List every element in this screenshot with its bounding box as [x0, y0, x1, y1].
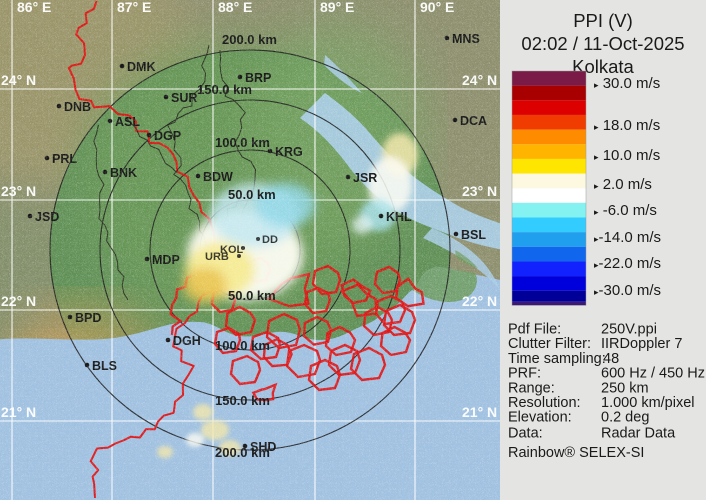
svg-text:02:02 / 11-Oct-2025: 02:02 / 11-Oct-2025 — [521, 33, 684, 54]
svg-text:600 Hz / 450 Hz: 600 Hz / 450 Hz — [601, 366, 705, 382]
svg-text:Data:: Data: — [508, 426, 543, 442]
svg-text:▸ 30.0 m/s: ▸ 30.0 m/s — [594, 75, 660, 92]
svg-text:48: 48 — [603, 351, 619, 367]
svg-text:Pdf File:: Pdf File: — [508, 322, 561, 338]
svg-text:IIRDoppler 7: IIRDoppler 7 — [601, 336, 682, 352]
svg-text:Resolution:: Resolution: — [508, 395, 581, 411]
svg-text:1.000 km/pixel: 1.000 km/pixel — [601, 395, 695, 411]
svg-text:250 km: 250 km — [601, 380, 649, 396]
svg-text:▸ 18.0 m/s: ▸ 18.0 m/s — [594, 117, 660, 134]
svg-text:Elevation:: Elevation: — [508, 410, 572, 426]
svg-text:Range:: Range: — [508, 380, 555, 396]
svg-text:PPI (V): PPI (V) — [573, 10, 633, 31]
svg-text:0.2 deg: 0.2 deg — [601, 410, 649, 426]
svg-text:▸ 10.0 m/s: ▸ 10.0 m/s — [594, 147, 660, 164]
svg-text:Radar Data: Radar Data — [601, 426, 676, 442]
svg-text:250V.ppi: 250V.ppi — [601, 322, 657, 338]
svg-text:▸ -6.0 m/s: ▸ -6.0 m/s — [594, 202, 657, 219]
svg-text:Time sampling:: Time sampling: — [508, 351, 606, 367]
svg-text:Clutter Filter:: Clutter Filter: — [508, 336, 591, 352]
svg-text:Rainbow® SELEX-SI: Rainbow® SELEX-SI — [508, 445, 644, 461]
svg-text:▸-14.0 m/s: ▸-14.0 m/s — [594, 229, 661, 246]
svg-text:PRF:: PRF: — [508, 366, 541, 382]
svg-text:▸ 2.0 m/s: ▸ 2.0 m/s — [594, 176, 652, 193]
svg-text:▸-22.0 m/s: ▸-22.0 m/s — [594, 255, 661, 272]
svg-text:▸-30.0 m/s: ▸-30.0 m/s — [594, 282, 661, 299]
